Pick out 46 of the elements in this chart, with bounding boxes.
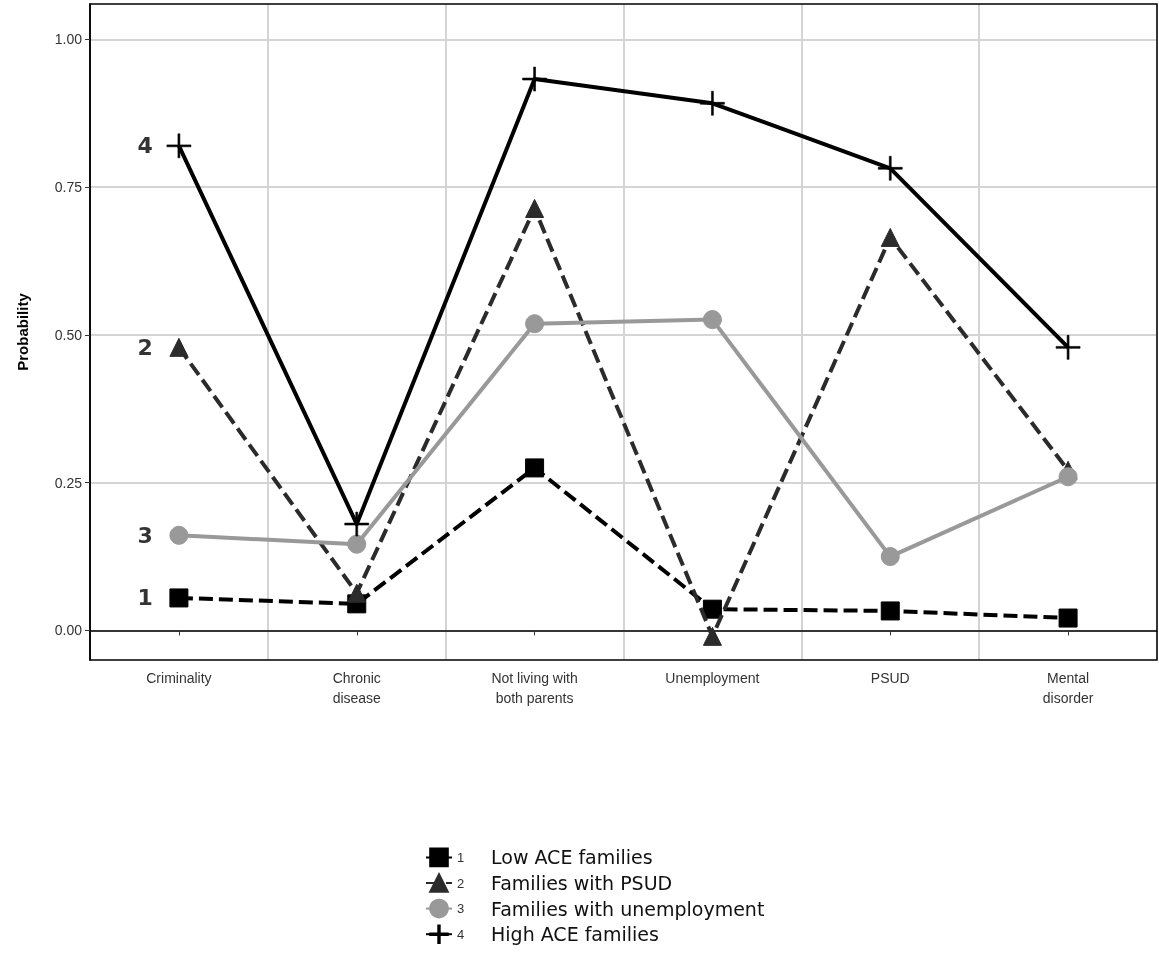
point	[344, 511, 370, 537]
point	[880, 227, 900, 247]
y-tick-label: 0.75	[54, 179, 83, 196]
point	[1058, 608, 1078, 628]
text: 4	[457, 926, 465, 942]
point	[169, 525, 189, 545]
y-tick-label: 0.50	[54, 326, 83, 343]
legend-label: Families with unemployment	[491, 897, 765, 920]
point	[702, 310, 722, 330]
annotation: 1	[137, 585, 153, 611]
x-tick-label: PSUD	[870, 670, 910, 686]
x-tick-label: Mental disorder	[1042, 670, 1094, 706]
point	[1058, 467, 1078, 487]
x-tick-label: Unemployment	[665, 670, 760, 686]
point	[169, 588, 189, 608]
point	[347, 583, 367, 603]
point	[880, 547, 900, 567]
annotation: 4	[137, 133, 153, 159]
point	[347, 534, 367, 554]
legend-label: Families with PSUD	[491, 872, 673, 894]
text: 1	[457, 849, 465, 865]
point	[880, 601, 900, 621]
x-tick-label: Criminality	[146, 670, 212, 686]
annotation: 3	[137, 522, 153, 548]
legend-label: Low ACE families	[491, 846, 653, 869]
point	[525, 314, 545, 334]
annotation: 2	[137, 334, 153, 360]
point	[1055, 335, 1081, 360]
point	[700, 90, 725, 116]
text: 3	[457, 901, 465, 917]
point	[877, 156, 903, 181]
point	[522, 66, 547, 92]
y-tick-label: 1.00	[54, 31, 83, 48]
point	[702, 599, 722, 619]
legend-label: High ACE families	[491, 923, 659, 946]
y-tick-label: 0.00	[54, 622, 83, 639]
x-tick-label: Chronic disease	[332, 670, 382, 706]
point	[525, 458, 545, 478]
y-axis-title: Probability	[14, 292, 31, 371]
point	[166, 133, 192, 159]
point	[702, 626, 722, 646]
point	[525, 198, 545, 218]
x-tick-label: Not living with both parents	[491, 670, 578, 706]
point	[169, 337, 189, 357]
y-tick-label: 0.25	[54, 474, 83, 491]
text: 2	[457, 875, 465, 891]
